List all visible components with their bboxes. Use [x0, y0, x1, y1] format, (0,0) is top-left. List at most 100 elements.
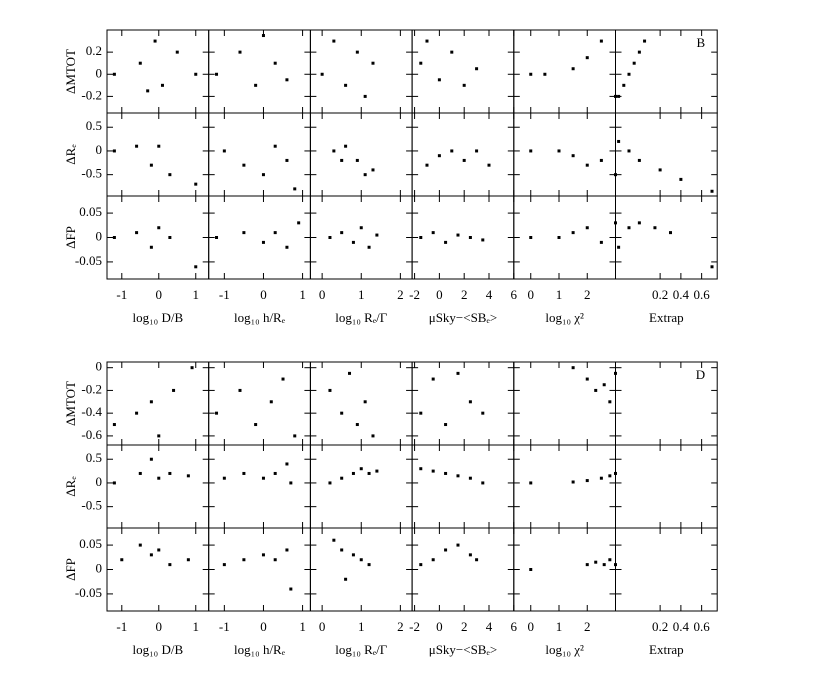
y-tick-label: 0 — [96, 474, 103, 489]
data-point — [462, 83, 466, 87]
x-tick-label: 0.4 — [673, 619, 690, 634]
data-point — [571, 231, 575, 235]
data-point — [273, 231, 277, 235]
data-point — [261, 553, 265, 557]
x-tick-label: 4 — [486, 287, 493, 302]
data-point — [332, 39, 336, 43]
data-point — [340, 548, 344, 552]
data-point — [617, 94, 621, 98]
panel-frame — [208, 112, 311, 197]
data-point — [456, 371, 460, 375]
x-axis-label: Extrap — [649, 642, 684, 657]
x-tick-label: 2 — [397, 287, 404, 302]
data-point — [242, 558, 246, 562]
data-point — [571, 366, 575, 370]
data-point — [273, 144, 277, 148]
x-tick-label: 2 — [461, 619, 468, 634]
data-point — [242, 231, 246, 235]
data-point — [340, 476, 344, 480]
data-point — [157, 476, 161, 480]
data-point — [585, 563, 589, 567]
data-point — [340, 231, 344, 235]
data-point — [602, 383, 606, 387]
data-point — [456, 543, 460, 547]
y-tick-label: -0.2 — [81, 381, 102, 396]
data-point — [320, 72, 324, 76]
data-point — [328, 481, 332, 485]
panel-frame — [411, 112, 515, 197]
data-point — [273, 558, 277, 562]
data-point — [344, 577, 348, 581]
data-point — [371, 61, 375, 65]
data-point — [468, 476, 472, 480]
data-point — [425, 163, 429, 167]
data-point — [367, 563, 371, 567]
data-point — [419, 236, 423, 239]
data-point — [419, 467, 423, 471]
data-point — [529, 149, 533, 153]
panel-frame — [309, 361, 413, 446]
data-point — [371, 168, 375, 172]
x-axis-label: Extrap — [649, 310, 684, 325]
data-point — [475, 67, 479, 71]
data-point — [285, 78, 289, 82]
data-point — [285, 462, 289, 466]
data-point — [285, 548, 289, 552]
data-point — [351, 553, 355, 557]
data-point — [431, 469, 435, 473]
data-point — [602, 563, 606, 567]
data-point — [242, 163, 246, 167]
x-tick-label: -1 — [219, 619, 230, 634]
x-tick-label: 0.6 — [694, 619, 711, 634]
panel-frame — [106, 527, 210, 612]
y-tick-label: 0.05 — [79, 204, 102, 219]
panel-frame — [411, 195, 515, 280]
data-point — [120, 558, 124, 562]
x-tick-label: 1 — [299, 619, 306, 634]
data-point — [186, 558, 190, 562]
x-tick-label: 0 — [319, 287, 326, 302]
data-point — [157, 548, 161, 552]
data-point — [344, 144, 348, 148]
data-point — [617, 139, 621, 143]
x-tick-label: 2 — [584, 287, 591, 302]
y-axis-label: ΔMTOT — [63, 381, 78, 426]
panel-frame — [513, 361, 616, 446]
data-point — [585, 226, 589, 230]
data-point — [425, 39, 429, 43]
y-axis-label: ΔRₑ — [63, 476, 78, 497]
data-point — [194, 182, 198, 186]
data-point — [431, 377, 435, 381]
data-point — [367, 245, 371, 249]
x-tick-label: 1 — [556, 287, 563, 302]
data-point — [261, 173, 265, 177]
data-point — [289, 481, 293, 485]
y-tick-label: 0 — [96, 560, 103, 575]
panel-label: B — [697, 35, 706, 50]
panel-frame — [411, 361, 515, 446]
data-point — [375, 233, 379, 237]
data-point — [359, 467, 363, 471]
data-point — [529, 568, 533, 571]
x-tick-label: -2 — [409, 287, 420, 302]
data-point — [617, 245, 621, 249]
y-tick-label: 0 — [96, 359, 103, 374]
y-tick-label: 0 — [96, 142, 103, 157]
data-point — [643, 39, 647, 43]
data-point — [450, 149, 454, 153]
y-tick-label: -0.6 — [81, 427, 102, 442]
data-point — [585, 377, 589, 381]
data-point — [328, 236, 332, 239]
panel-frame — [309, 195, 413, 280]
data-point — [328, 388, 332, 392]
data-point — [599, 39, 603, 43]
data-point — [190, 366, 194, 370]
x-axis-label: log₁₀ χ² — [545, 310, 584, 325]
panel-label: D — [696, 367, 705, 382]
x-tick-label: -1 — [116, 619, 127, 634]
x-tick-label: 0 — [319, 619, 326, 634]
data-point — [135, 231, 139, 235]
data-point — [149, 457, 153, 461]
y-tick-label: -0.05 — [75, 585, 102, 600]
x-tick-label: 1 — [299, 287, 306, 302]
